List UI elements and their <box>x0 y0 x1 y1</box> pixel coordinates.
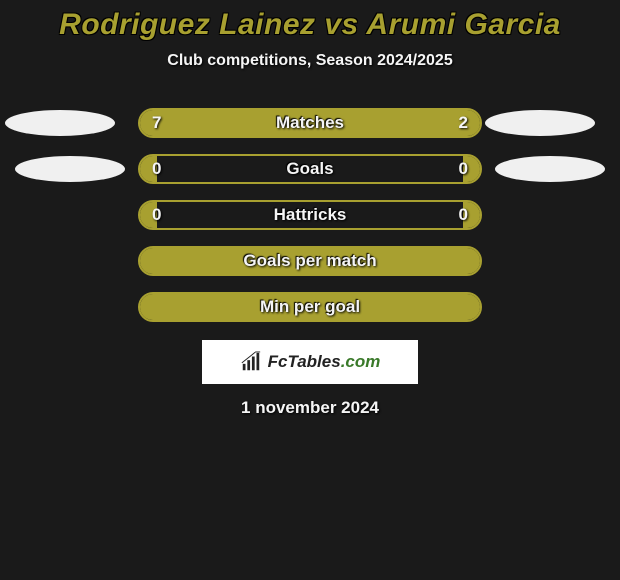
stat-label: Hattricks <box>274 205 347 225</box>
stat-label: Goals per match <box>243 251 376 271</box>
stat-label: Goals <box>286 159 333 179</box>
date-label: 1 november 2024 <box>0 398 620 418</box>
player-ellipse-right <box>495 156 605 182</box>
stat-value-right: 0 <box>459 159 468 179</box>
logo-text-suf: .com <box>341 352 381 371</box>
stat-label: Matches <box>276 113 344 133</box>
stat-bar: 7 Matches 2 <box>138 108 482 138</box>
stat-bar: Goals per match <box>138 246 482 276</box>
logo-text: FcTables.com <box>268 352 381 372</box>
comparison-card: Rodriguez Lainez vs Arumi Garcia Club co… <box>0 0 620 418</box>
stat-value-right: 0 <box>459 205 468 225</box>
player-ellipse-right <box>485 110 595 136</box>
stat-bar: 0 Goals 0 <box>138 154 482 184</box>
subtitle: Club competitions, Season 2024/2025 <box>0 52 620 70</box>
logo-text-pre: FcTables <box>268 352 341 371</box>
stat-value-left: 0 <box>152 159 161 179</box>
stat-row: 7 Matches 2 <box>0 108 620 138</box>
stat-label: Min per goal <box>260 297 360 317</box>
logo-box[interactable]: FcTables.com <box>202 340 418 384</box>
stat-bar: 0 Hattricks 0 <box>138 200 482 230</box>
bar-fill-right <box>405 110 480 136</box>
player-ellipse-left <box>5 110 115 136</box>
player-ellipse-left <box>15 156 125 182</box>
page-title: Rodriguez Lainez vs Arumi Garcia <box>0 8 620 42</box>
stat-row: 0 Goals 0 <box>0 154 620 184</box>
bar-fill-left <box>140 110 405 136</box>
stat-row: 0 Hattricks 0 <box>0 200 620 230</box>
stat-row: Goals per match <box>0 246 620 276</box>
stat-row: Min per goal <box>0 292 620 322</box>
stat-value-left: 7 <box>152 113 161 133</box>
chart-icon <box>240 351 262 373</box>
stats-rows: 7 Matches 2 0 Goals 0 0 Hattricks 0 Goals per mat… <box>0 108 620 322</box>
stat-value-left: 0 <box>152 205 161 225</box>
stat-value-right: 2 <box>459 113 468 133</box>
stat-bar: Min per goal <box>138 292 482 322</box>
